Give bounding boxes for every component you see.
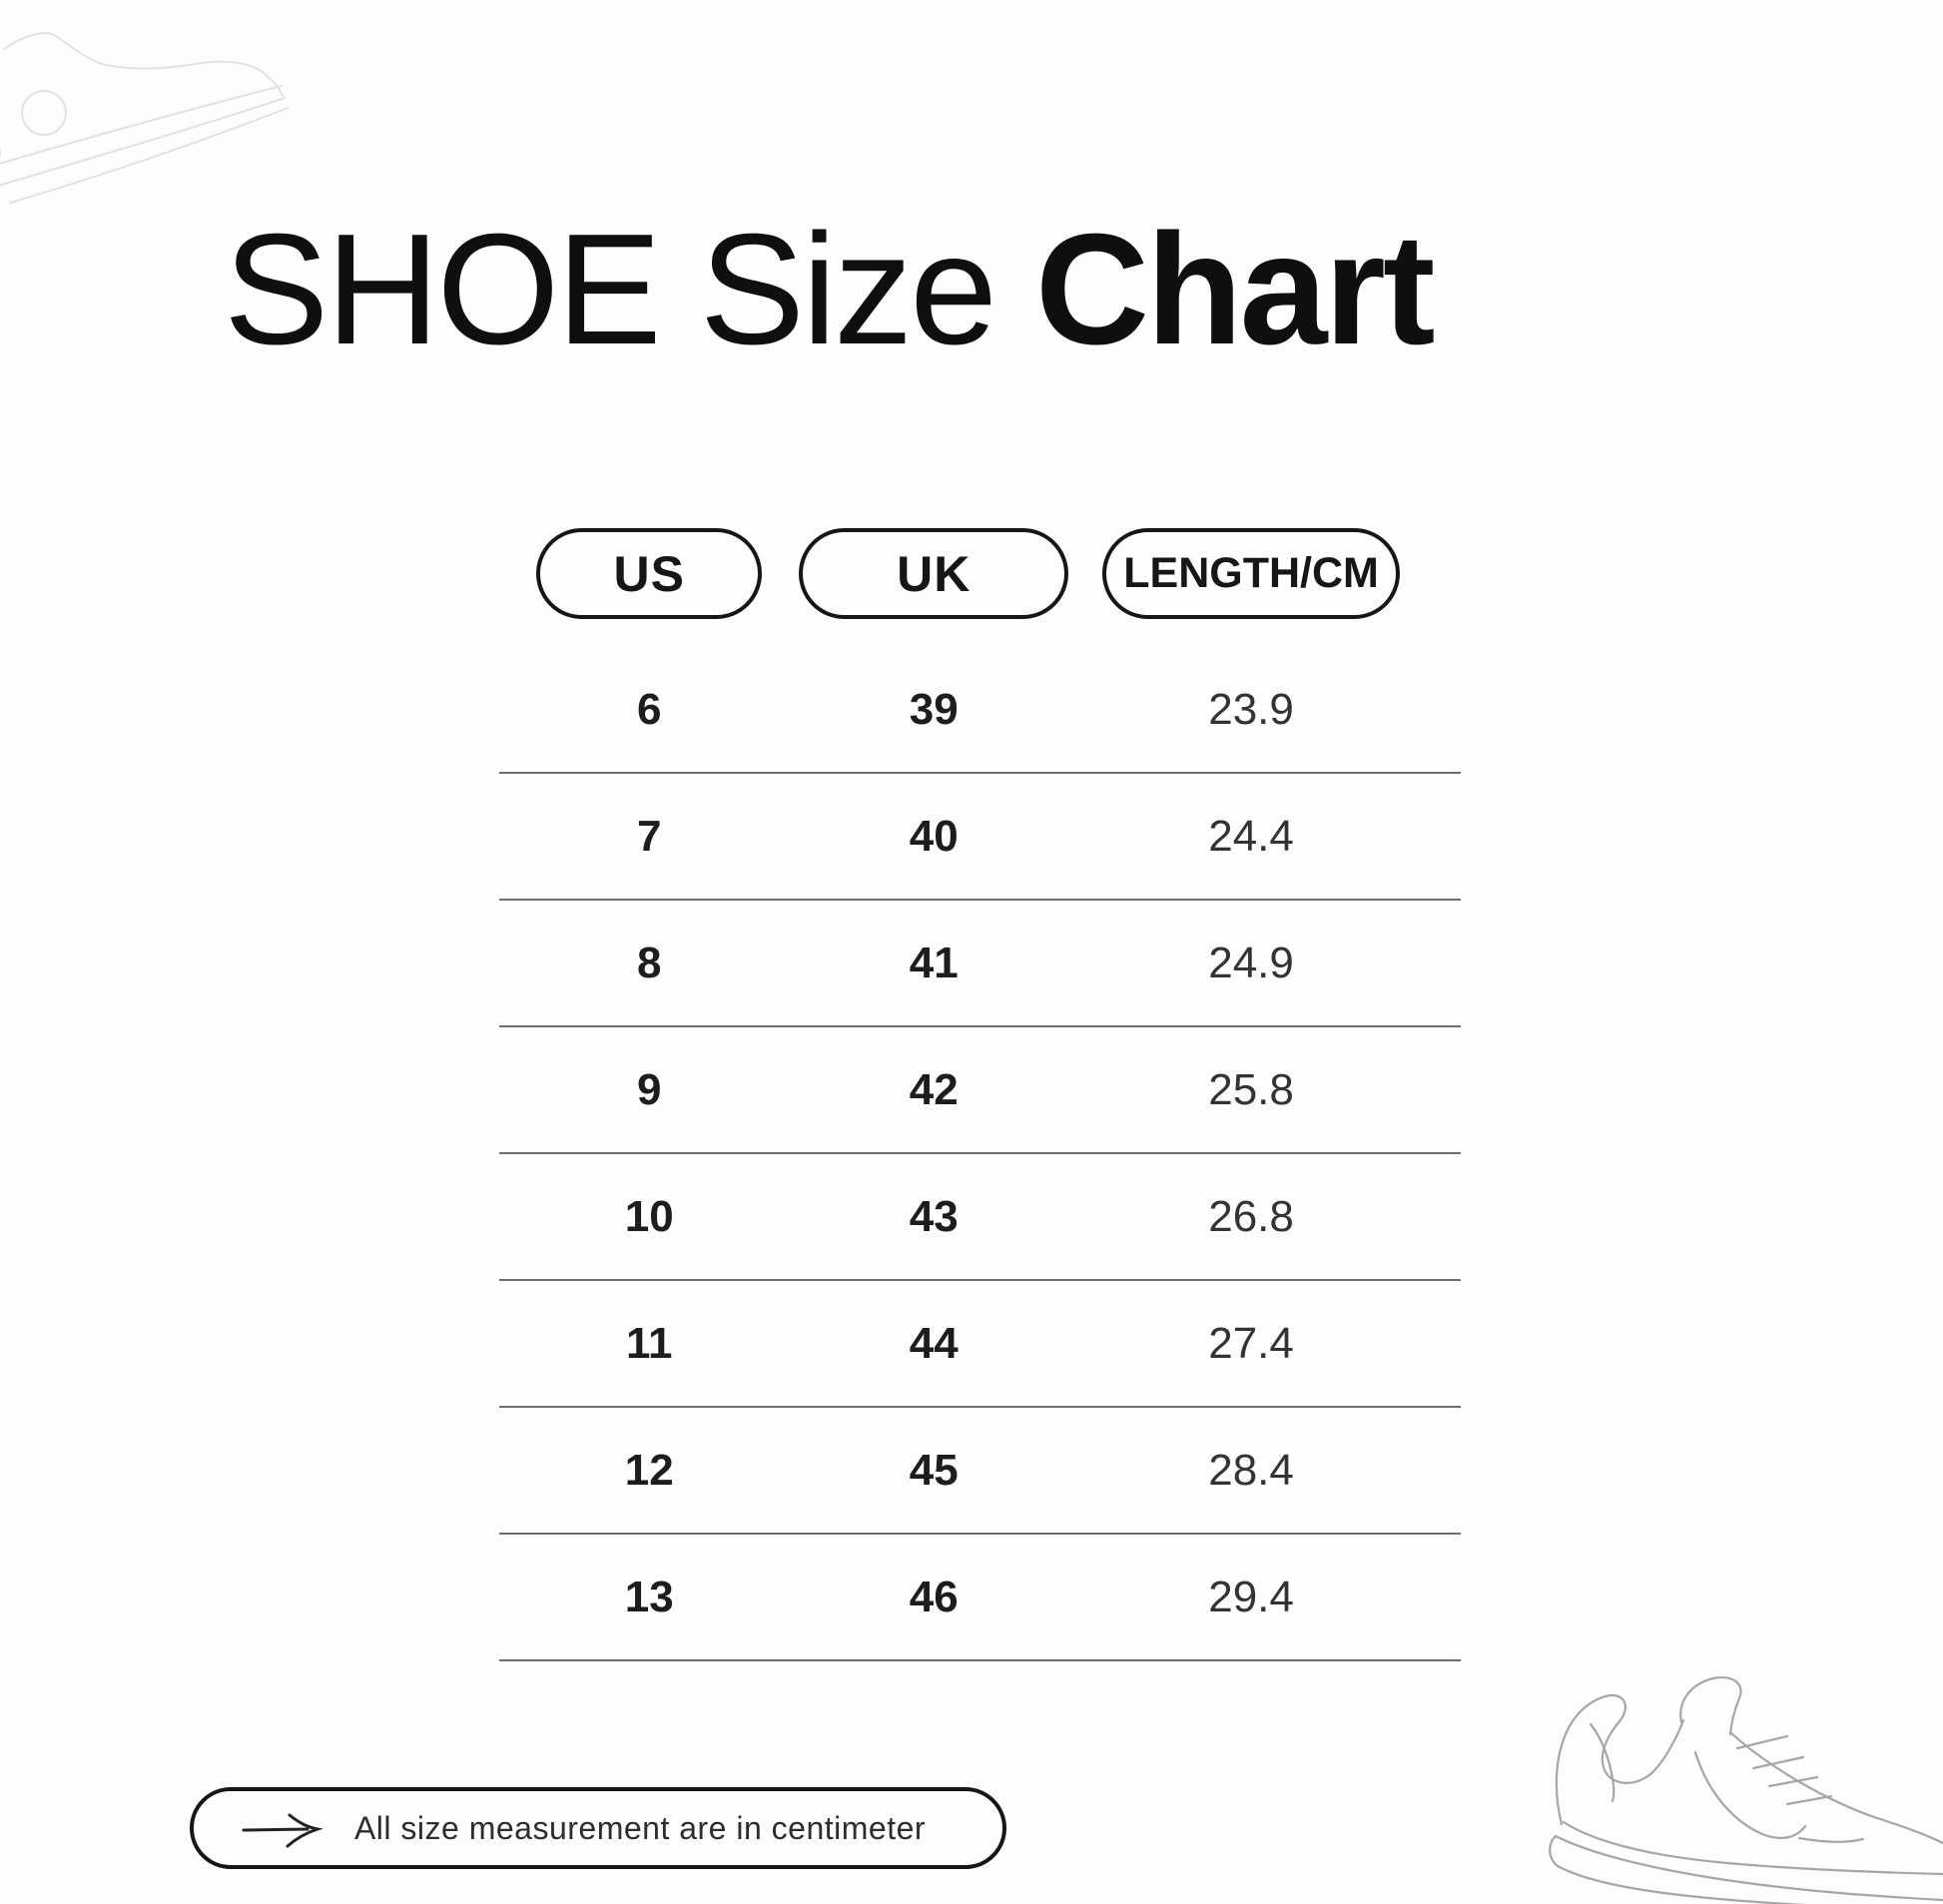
cell-uk: 40 (909, 811, 959, 861)
running-shoe-sketch-icon (1549, 1676, 1943, 1904)
table-row: 12 45 28.4 (499, 1408, 1461, 1535)
header-cell-length: LENGTH/CM (1068, 528, 1434, 619)
table-row: 8 41 24.9 (499, 901, 1461, 1027)
cell-length-cm: 27.4 (1208, 1318, 1294, 1368)
cell-length-cm: 24.4 (1208, 811, 1294, 861)
right-arrow-icon (242, 1813, 324, 1848)
cell-us: 6 (636, 684, 662, 734)
table-row: 13 46 29.4 (499, 1535, 1461, 1661)
cell-us: 9 (636, 1064, 662, 1114)
cell-us: 10 (624, 1191, 674, 1241)
cell-us: 8 (636, 938, 662, 987)
cell-us: 11 (625, 1318, 673, 1368)
table-row: 7 40 24.4 (499, 774, 1461, 901)
table-row: 10 43 26.8 (499, 1154, 1461, 1281)
page-title: SHOE Size Chart (224, 201, 1436, 378)
hightop-sneaker-sketch-icon (0, 32, 289, 204)
measurement-note-text: All size measurement are in centimeter (353, 1809, 927, 1846)
cell-length-cm: 26.8 (1208, 1191, 1294, 1241)
table-header-row: US UK LENGTH/CM (499, 528, 1461, 619)
cell-uk: 44 (909, 1318, 959, 1368)
cell-length-cm: 23.9 (1208, 684, 1294, 734)
cell-uk: 43 (909, 1191, 959, 1241)
title-regular: SHOE Size (224, 201, 997, 377)
cell-length-cm: 28.4 (1208, 1445, 1294, 1495)
table-row: 9 42 25.8 (499, 1027, 1461, 1154)
cell-us: 7 (636, 811, 662, 861)
cell-length-cm: 25.8 (1208, 1064, 1294, 1114)
cell-length-cm: 29.4 (1208, 1572, 1294, 1621)
column-header-length-cm: LENGTH/CM (1102, 528, 1401, 619)
column-header-us: US (536, 528, 763, 619)
cell-uk: 46 (909, 1572, 959, 1621)
size-chart-table: US UK LENGTH/CM 6 39 23.9 7 40 24.4 8 41 24.9 9 42… (499, 528, 1461, 1661)
table-row: 6 39 23.9 (499, 647, 1461, 774)
cell-length-cm: 24.9 (1208, 938, 1294, 987)
table-row: 11 44 27.4 (499, 1281, 1461, 1408)
cell-uk: 42 (909, 1064, 959, 1114)
table-body: 6 39 23.9 7 40 24.4 8 41 24.9 9 42 25.8 10 43 26.8 11 44… (499, 647, 1461, 1661)
cell-uk: 41 (909, 938, 959, 987)
cell-us: 13 (624, 1572, 674, 1621)
measurement-note-pill: All size measurement are in centimeter (190, 1787, 1006, 1869)
cell-us: 12 (624, 1445, 674, 1495)
cell-uk: 45 (909, 1445, 959, 1495)
column-header-uk: UK (799, 528, 1069, 619)
title-bold: Chart (1034, 201, 1436, 377)
cell-uk: 39 (909, 684, 959, 734)
header-cell-us: US (499, 528, 799, 619)
header-cell-uk: UK (799, 528, 1069, 619)
